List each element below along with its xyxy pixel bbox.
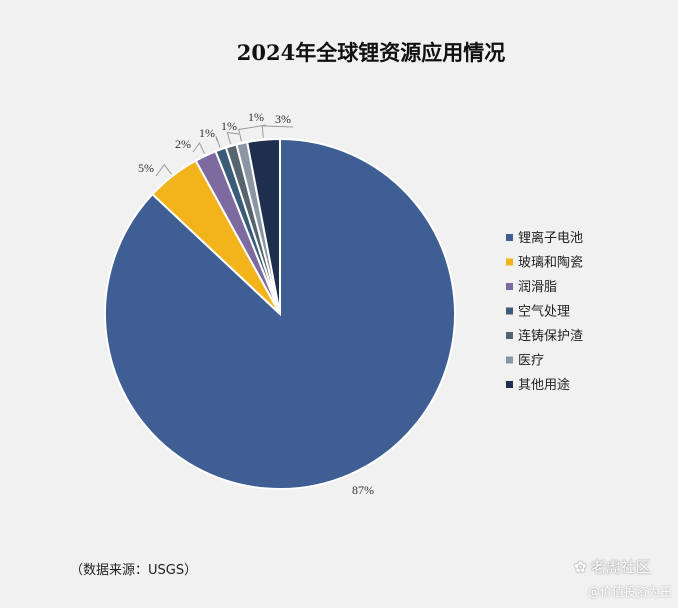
value-label-5: 1% <box>221 119 237 133</box>
leader-line-2 <box>155 163 172 177</box>
legend-label-5: 连铸保护渣 <box>518 328 583 344</box>
value-label-7: 3% <box>275 112 291 126</box>
legend-swatch-1 <box>506 234 513 241</box>
watermark-sub-text: @价值投资为王 <box>588 585 673 599</box>
watermark-main-text: 老虎社区 <box>590 558 651 576</box>
legend-label-6: 医疗 <box>518 354 544 369</box>
tiger-logo-icon: ✿ <box>574 557 587 576</box>
label-leader-lines <box>155 124 294 177</box>
data-source-note: （数据来源：USGS） <box>70 563 198 578</box>
value-label-3: 2% <box>175 137 191 151</box>
legend-label-4: 空气处理 <box>518 304 570 320</box>
value-label-6: 1% <box>248 110 264 124</box>
legend-swatch-3 <box>506 283 513 290</box>
legend-label-3: 润滑脂 <box>518 280 557 295</box>
legend-swatch-2 <box>506 258 513 266</box>
legend-label-7: 其他用途 <box>518 377 570 393</box>
chart-title: 2024年全球锂资源应用情况 <box>237 40 505 65</box>
legend-label-2: 玻璃和陶瓷 <box>518 255 583 271</box>
legend-swatch-6 <box>506 356 513 364</box>
value-label-1: 87% <box>352 483 374 497</box>
pie-slices <box>103 137 456 490</box>
legend-swatch-5 <box>506 332 513 339</box>
legend-swatch-4 <box>506 307 513 315</box>
pie-value-labels: 87% 5% 2% 1% 1% 1% 3% <box>138 110 374 497</box>
watermark: ✿ 老虎社区 <box>574 556 651 577</box>
value-label-2: 5% <box>138 161 154 175</box>
leader-line-7 <box>261 125 294 138</box>
pie-slice-7 <box>246 137 281 315</box>
leader-line-4 <box>215 136 221 148</box>
leader-line-6 <box>238 124 267 142</box>
value-label-4: 1% <box>199 126 215 140</box>
legend-label-1: 锂离子电池 <box>518 230 583 246</box>
legend-swatch-7 <box>506 381 513 388</box>
leader-line-5 <box>226 131 240 145</box>
leader-line-3 <box>192 142 206 155</box>
